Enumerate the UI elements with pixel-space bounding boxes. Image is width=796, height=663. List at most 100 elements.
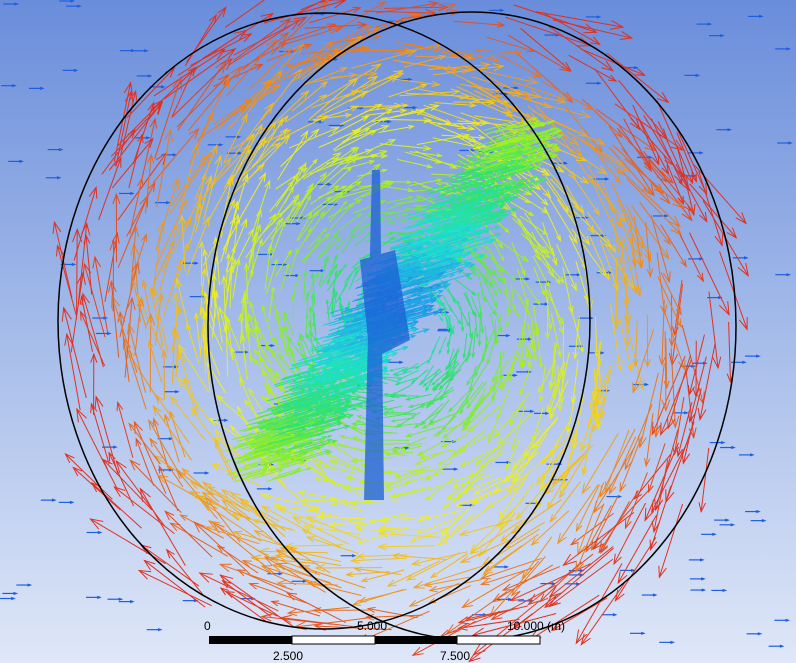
swirl-arrow-icon-head [348,201,355,208]
swirl-arrow-icon [606,53,669,103]
swirl-arrow-icon-head [218,563,232,573]
swirl-arrow-icon-head [248,387,256,397]
swirl-arrow-icon-head [261,304,267,312]
swirl-arrow-icon [415,150,457,169]
freestream-arrow-icon-head [529,409,535,413]
swirl-arrow-icon-head [591,411,598,421]
swirl-arrow-icon [677,230,704,282]
swirl-arrow-icon-head [643,457,651,468]
swirl-arrow-icon [460,536,518,563]
swirl-arrow-icon [249,583,307,604]
blade-arrow-icon [337,318,366,329]
swirl-arrow-icon-head [189,491,201,500]
blade-arrow-icon-head [476,235,482,240]
swirl-arrow-icon-head [596,396,604,406]
swirl-arrow-icon-head [488,283,494,289]
swirl-arrow-icon [129,459,182,514]
swirl-arrow-icon-head [280,219,286,227]
swirl-arrow-icon [63,307,87,399]
swirl-arrow-icon-head [410,559,421,566]
swirl-arrow-icon-head [663,380,670,390]
swirl-arrow-icon [277,130,309,180]
swirl-arrow-icon-head [672,445,680,456]
swirl-arrow-icon [520,233,551,259]
blade-arrow-icon [405,247,435,257]
swirl-arrow-icon [436,373,454,387]
swirl-arrow-icon [465,336,474,362]
swirl-arrow-icon [455,488,500,507]
swirl-arrow-icon-head [393,102,403,110]
swirl-arrow-icon [385,206,422,216]
swirl-arrow-icon [151,66,198,111]
swirl-arrow-icon [528,594,600,641]
swirl-arrow-icon-head [357,212,363,218]
swirl-arrow-icon [158,466,179,512]
swirl-arrow-icon [432,137,481,149]
blade-arrow-icon-head [307,467,312,471]
swirl-arrow-icon-head [447,407,454,413]
blade-arrow-icon [304,439,332,448]
swirl-arrow-icon-head [466,124,476,132]
swirl-arrow-icon-head [459,555,471,563]
blade-arrow-icon-head [466,252,473,256]
freestream-arrow-icon-head [351,554,357,558]
swirl-arrow-icon [512,446,532,483]
swirl-arrow-icon-head [595,137,606,145]
freestream-arrow-icon-head [652,593,658,597]
swirl-arrow-icon [512,429,542,470]
swirl-arrow-icon-head [251,357,259,365]
blade-arrow-icon [407,213,426,220]
freestream-arrow-icon-head [160,85,166,89]
swirl-arrow-icon-head [300,90,310,99]
swirl-arrow-icon [275,250,292,277]
blade-arrow-icon [450,224,472,233]
swirl-arrow-icon-head [227,174,235,184]
swirl-arrow-icon [425,460,453,481]
blade-arrow-icon-head [519,131,528,136]
swirl-arrow-icon-head [718,301,730,317]
swirl-arrow-icon-head [259,493,271,500]
swirl-arrow-icon [215,436,251,468]
swirl-arrow-icon-head [712,356,722,370]
blade-arrow-icon-head [340,409,348,414]
swirl-arrow-icon [608,125,655,196]
swirl-arrow-icon-head [479,578,490,586]
swirl-arrow-icon [617,514,657,584]
swirl-arrow-icon [557,484,599,544]
swirl-arrow-icon-head [241,501,250,507]
swirl-arrow-icon [428,389,455,404]
freestream-arrow-icon-head [525,277,531,281]
swirl-arrow-icon-head [483,252,490,259]
swirl-arrow-icon-head [169,395,179,405]
swirl-arrow-icon [331,441,364,452]
blade-arrow-icon-head [300,427,307,432]
swirl-arrow-icon-head [144,137,154,148]
blade-arrow-icon-head [349,313,354,317]
blade-arrow-icon [441,201,480,214]
blade-arrow-icon-head [479,254,486,259]
blade-arrow-icon [235,453,272,465]
swirl-arrow-icon [425,476,455,501]
swirl-arrow-icon-head [292,291,296,297]
swirl-arrow-icon [214,442,234,481]
swirl-arrow-icon [639,372,659,448]
swirl-arrow-icon [137,294,165,355]
swirl-arrow-icon-head [147,153,155,164]
swirl-arrow-icon [327,199,362,219]
freestream-arrow-icon-head [727,128,733,132]
freestream-arrow-icon-head [695,73,701,77]
swirl-arrow-icon-head [193,521,205,533]
swirl-arrow-icon-head [500,535,508,543]
swirl-arrow-icon-head [80,222,91,236]
swirl-arrow-icon-head [446,349,450,355]
swirl-arrow-icon-head [450,374,454,380]
swirl-arrow-icon-head [498,510,507,521]
swirl-arrow-icon-head [107,280,117,293]
swirl-arrow-icon [311,273,316,306]
freestream-arrow-icon-head [218,143,224,147]
swirl-arrow-icon [599,428,636,497]
swirl-arrow-icon-head [373,163,381,171]
swirl-arrow-icon [163,48,236,100]
blade-arrow-icon [323,372,361,385]
